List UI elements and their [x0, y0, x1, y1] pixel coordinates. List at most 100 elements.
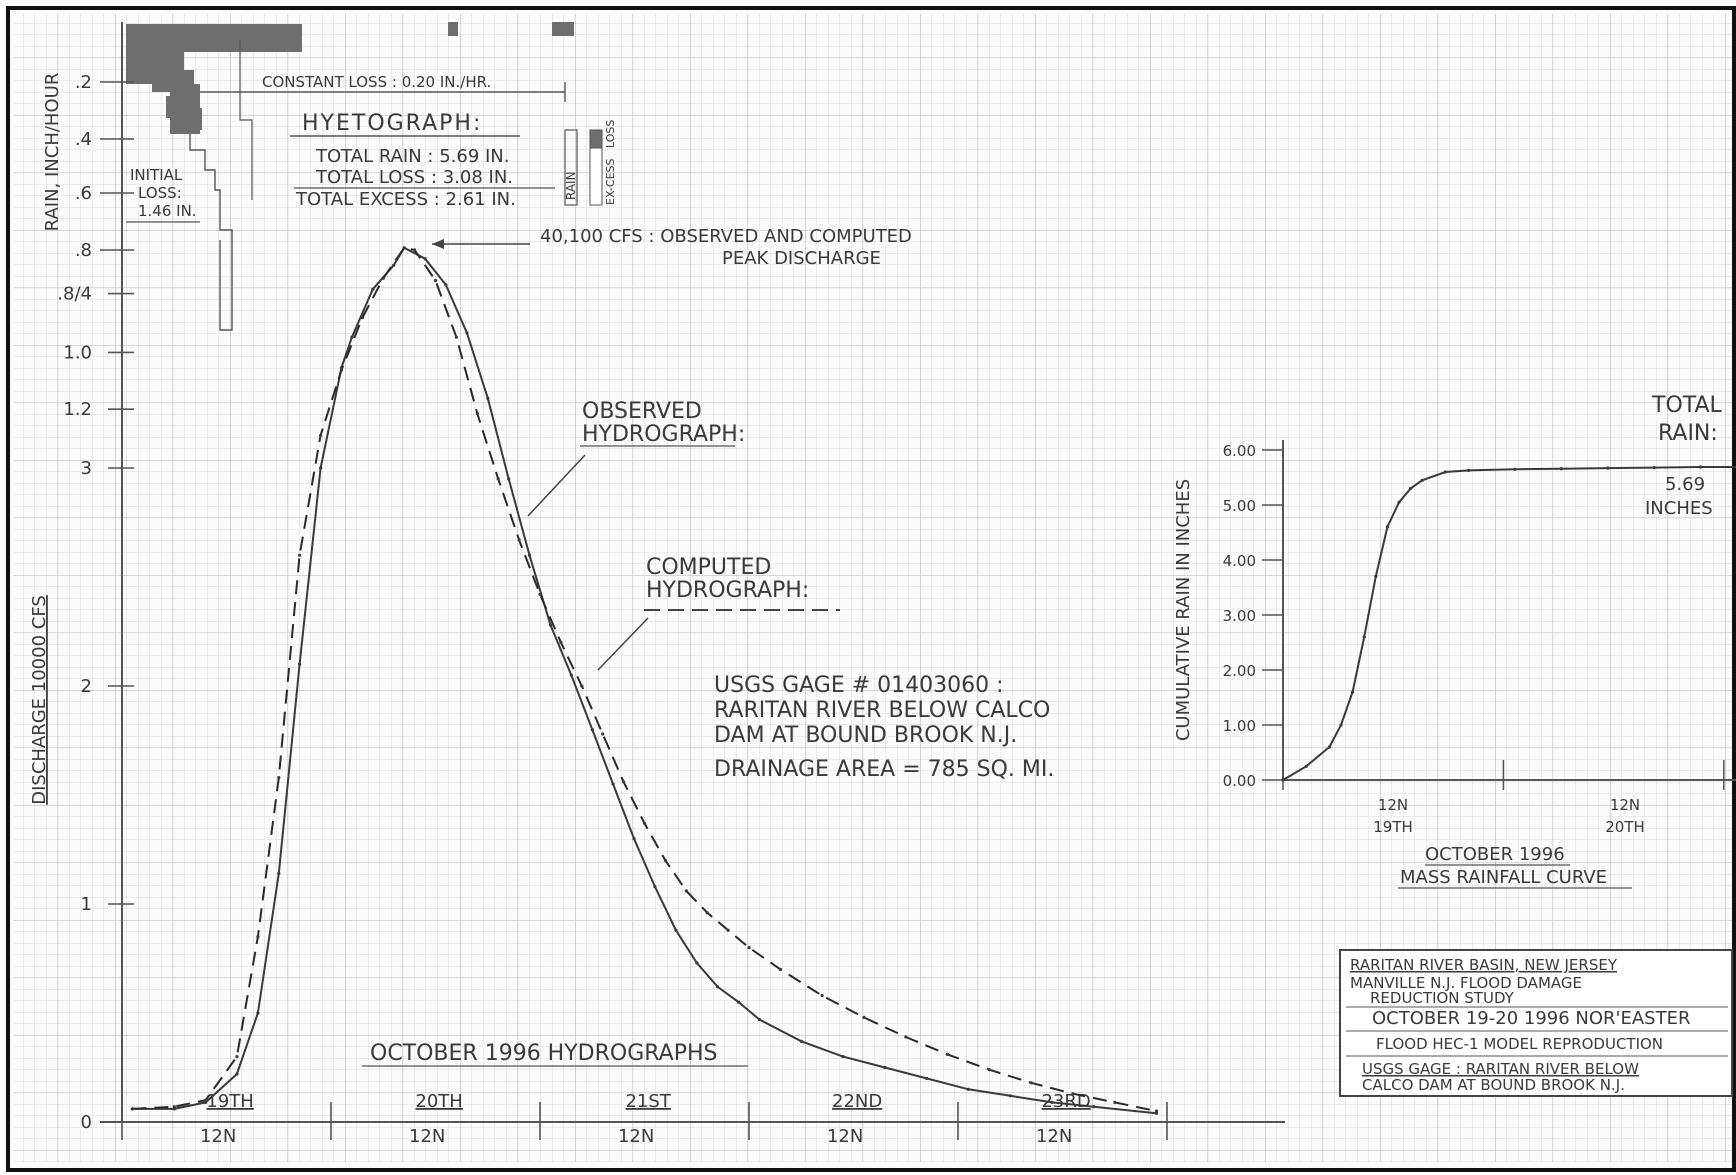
hyetograph-loss-bar: [232, 24, 266, 52]
hydrograph-title: OCTOBER 1996 HYDROGRAPHS: [370, 1041, 717, 1066]
computed-point: [433, 278, 438, 283]
hydrograph-ylabel: DISCHARGE 10000 CFS: [29, 595, 50, 805]
hyetograph-excess-outline: [189, 134, 233, 331]
computed-point: [559, 640, 563, 645]
observed-point: [204, 1100, 208, 1104]
observed-point: [507, 477, 511, 481]
mass-y-tick-label: 2.00: [1223, 662, 1256, 680]
legend-excess-swatch: [589, 147, 603, 206]
observed-pointer: [527, 454, 586, 517]
observed-point: [799, 1039, 803, 1043]
mass-x-ticks: 12N 19TH 12N 20TH: [1282, 760, 1725, 836]
total-excess-line: TOTAL EXCESS : 2.61 IN.: [295, 189, 516, 210]
mass-point: [1374, 574, 1378, 579]
mass-point: [1443, 470, 1447, 474]
computed-label-line2: HYDROGRAPH:: [646, 578, 809, 603]
mass-point: [1467, 468, 1471, 472]
hyetograph-axis-label: RAIN, INCH/HOUR: [42, 73, 63, 232]
observed-point: [235, 1072, 239, 1076]
hyetograph-step: [239, 40, 253, 200]
mass-point: [1327, 745, 1331, 749]
gage-note-line1: USGS GAGE # 01403060 :: [714, 673, 1004, 698]
hyetograph-tick-label: .2: [75, 72, 92, 93]
computed-point: [1154, 1109, 1159, 1113]
hyetograph-title: HYETOGRAPH:: [302, 111, 482, 136]
hydro-y-tick-label: 1: [81, 894, 92, 915]
hyetograph-loss-bar: [126, 24, 184, 84]
mass-point: [1385, 525, 1389, 529]
initial-loss-line2: LOSS:: [138, 184, 182, 202]
title-block-line4: OCTOBER 19-20 1996 NOR'EASTER: [1372, 1008, 1690, 1029]
mass-point: [1397, 500, 1401, 504]
computed-point: [684, 889, 688, 893]
observed-point: [925, 1076, 929, 1080]
peak-note-line2: PEAK DISCHARGE: [722, 248, 881, 269]
mass-point: [1606, 466, 1610, 470]
observed-point: [392, 263, 396, 267]
observed-point: [319, 466, 323, 470]
observed-point: [736, 1000, 741, 1004]
mass-y-tick-label: 5.00: [1223, 497, 1256, 515]
mass-title: MASS RAINFALL CURVE: [1400, 867, 1607, 888]
mass-point: [1513, 467, 1517, 471]
computed-point: [726, 928, 730, 932]
computed-point: [413, 248, 417, 252]
hyetograph-loss-bar: [266, 24, 288, 52]
observed-point: [883, 1065, 887, 1070]
mass-point: [1362, 635, 1366, 639]
observed-point: [371, 287, 375, 291]
mass-series: [1281, 465, 1736, 782]
hydro-x-tick-label: 12N: [200, 1126, 236, 1147]
mass-point: [1304, 764, 1308, 768]
hydro-y-tick-label: 3: [81, 458, 92, 479]
computed-point: [945, 1052, 950, 1056]
observed-point: [611, 782, 615, 786]
observed-point: [966, 1087, 971, 1091]
hyetograph-loss-bar: [288, 24, 302, 52]
mass-point: [1339, 723, 1343, 727]
observed-point: [548, 623, 553, 627]
mass-subtitle: OCTOBER 1996: [1425, 844, 1565, 865]
mass-y-tick-label: 0.00: [1223, 772, 1256, 790]
observed-point: [298, 662, 302, 666]
title-block: RARITAN RIVER BASIN, NEW JERSEY MANVILLE…: [1339, 949, 1733, 1097]
total-rain-value: 5.69: [1665, 474, 1705, 495]
gage-note-line4: DRAINAGE AREA = 785 SQ. MI.: [714, 757, 1054, 782]
computed-point: [454, 335, 458, 339]
hyetograph-ticks: .2 .4 .6 .8: [75, 72, 134, 261]
mass-point: [1699, 465, 1703, 469]
mass-rainfall-chart: 0.00 1.00 2.00 3.00 4.00 5.00 6.00 12N 19TH 12N 2…: [1173, 393, 1736, 889]
mass-point: [1559, 467, 1563, 471]
computed-point: [360, 316, 364, 320]
computed-point: [1029, 1081, 1033, 1085]
observed-label-line1: OBSERVED: [582, 399, 702, 424]
mass-point: [1281, 778, 1285, 782]
computed-point: [204, 1098, 208, 1102]
computed-point: [663, 858, 668, 863]
observed-point: [423, 257, 427, 261]
computed-point: [402, 246, 406, 250]
observed-point: [172, 1107, 176, 1111]
hydro-y-tick-label: 1.2: [63, 399, 92, 420]
hyetograph-loss-bar: [182, 24, 232, 52]
legend-loss-label: LOSS: [604, 120, 617, 148]
hydro-x-tick-label: 12N: [618, 1126, 654, 1147]
title-block-line6: USGS GAGE : RARITAN RIVER BELOW: [1362, 1060, 1639, 1078]
hyetograph: .2 .4 .6 .8 RAIN, INCH/HOUR CONSTANT LOSS :…: [42, 22, 617, 331]
mass-x-day-label: 20TH: [1605, 818, 1645, 836]
title-block-line1: RARITAN RIVER BASIN, NEW JERSEY: [1350, 956, 1618, 974]
hydro-y-tick-label: 1.0: [63, 342, 92, 363]
computed-point: [475, 411, 479, 416]
computed-point: [1113, 1100, 1117, 1104]
observed-point: [1092, 1105, 1096, 1109]
legend-excess-label: EX-CESS: [604, 158, 617, 205]
observed-point: [653, 885, 657, 889]
legend-loss-swatch: [589, 129, 603, 149]
observed-point: [444, 283, 448, 287]
computed-point: [319, 433, 323, 437]
observed-point: [757, 1017, 762, 1022]
mass-ylabel: CUMULATIVE RAIN IN INCHES: [1173, 479, 1194, 741]
observed-point: [1154, 1111, 1159, 1115]
